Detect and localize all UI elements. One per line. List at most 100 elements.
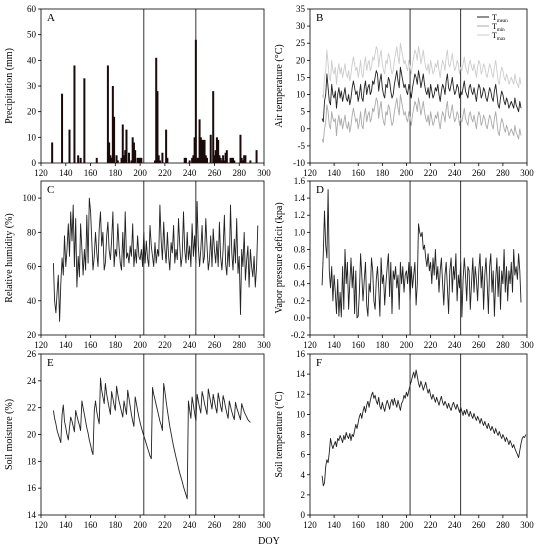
panel-letter: C (47, 184, 54, 196)
x-tick-label: 240 (183, 168, 197, 178)
precip-bar (116, 160, 119, 163)
precip-bar (240, 157, 243, 163)
x-tick-label: 200 (400, 340, 414, 350)
x-tick-label: 300 (257, 340, 271, 350)
x-tick-label: 200 (133, 520, 147, 530)
precip-bar (218, 155, 221, 163)
precip-bar (225, 150, 228, 163)
precip-bar (165, 129, 168, 163)
y-tick-label: 0.4 (294, 279, 306, 289)
precip-bar (198, 119, 201, 163)
y-tick-label: 4 (301, 470, 306, 480)
y-tick-label: 14 (296, 369, 306, 379)
x-tick-label: 280 (232, 168, 246, 178)
y-tick-label: 20 (27, 330, 37, 340)
precip-bar (196, 157, 199, 163)
precip-bar (188, 160, 191, 163)
x-tick-label: 140 (327, 520, 341, 530)
y-tick-label: 1.2 (294, 210, 305, 220)
precip-bar (212, 91, 215, 163)
precip-bar (249, 160, 252, 163)
y-tick-label: 1.4 (294, 193, 306, 203)
y-tick-label: 30 (296, 21, 306, 31)
x-tick-label: 260 (472, 168, 486, 178)
panel-letter: E (47, 357, 54, 369)
x-tick-label: 240 (448, 340, 462, 350)
precip-bar (232, 157, 235, 163)
precip-bar (158, 160, 161, 163)
precip-bar (255, 150, 258, 163)
panel-D: 120 140 160 180 200 220 240 260 280 300 -0.2 0.0 0.2… (274, 176, 534, 350)
y-tick-label: 35 (296, 4, 306, 14)
x-tick-label: 180 (109, 340, 123, 350)
precip-bar (202, 139, 205, 163)
y-tick-label: 40 (27, 296, 37, 306)
x-tick-label: 120 (303, 340, 317, 350)
precip-bar (233, 160, 236, 163)
y-tick-label: 16 (296, 349, 306, 359)
x-tick-label: 200 (133, 340, 147, 350)
y-tick-label: 5 (301, 107, 306, 117)
precip-bar (213, 155, 216, 163)
precip-bar (215, 137, 218, 163)
y-tick-label: 14 (27, 510, 37, 520)
plot-frame (40, 353, 265, 516)
precip-bar (230, 157, 233, 163)
y-tick-label: -5 (298, 141, 306, 151)
precip-bar (184, 157, 187, 163)
x-tick-label: 180 (109, 168, 123, 178)
y-tick-label: 20 (296, 55, 306, 65)
x-tick-label: 220 (424, 340, 438, 350)
x-tick-label: 300 (257, 520, 271, 530)
precip-bar (206, 157, 209, 163)
y-tick-label: 0.8 (294, 244, 306, 254)
legend-label: Tmin (492, 22, 505, 33)
x-tick-label: 220 (158, 168, 172, 178)
precip-bar (140, 157, 143, 163)
precip-bar (110, 157, 113, 163)
y-tick-label: 0.0 (294, 313, 306, 323)
x-tick-label: 140 (59, 340, 73, 350)
x-tick-label: 280 (232, 520, 246, 530)
precip-bar (136, 157, 139, 163)
precip-bar (204, 155, 207, 163)
y-tick-label: 26 (27, 349, 37, 359)
precip-bar (203, 139, 206, 163)
x-tick-label: 160 (351, 168, 365, 178)
precip-bar (201, 139, 204, 163)
precip-bar (183, 157, 186, 163)
legend-label: Tmean (492, 13, 508, 24)
x-tick-label: 240 (183, 520, 197, 530)
precip-bar (166, 157, 169, 163)
plot-frame (40, 180, 265, 336)
y-tick-label: 40 (27, 55, 37, 65)
precip-bar (223, 160, 226, 163)
x-tick-label: 300 (520, 168, 534, 178)
precip-bar (217, 139, 220, 163)
precip-bar (109, 155, 112, 163)
precip-bar (156, 91, 159, 163)
precip-bar (243, 155, 246, 163)
series-line (321, 94, 522, 143)
x-tick-label: 220 (424, 168, 438, 178)
x-tick-label: 200 (400, 520, 414, 530)
x-tick-label: 240 (448, 520, 462, 530)
x-tick-label: 280 (496, 520, 510, 530)
precip-bar (77, 155, 80, 163)
legend-label: Tmax (492, 31, 506, 42)
precip-bar (219, 157, 222, 163)
x-tick-label: 280 (232, 340, 246, 350)
precip-bar (127, 152, 130, 163)
x-tick-label: 280 (496, 340, 510, 350)
precip-bar (68, 129, 71, 163)
y-tick-label: 25 (296, 38, 306, 48)
y-tick-label: 0 (301, 124, 306, 134)
x-tick-label: 180 (109, 520, 123, 530)
y-tick-label: 2 (301, 490, 306, 500)
precip-bar (139, 157, 142, 163)
y-tick-label: 100 (23, 193, 37, 203)
y-axis-label: Soil moisture (%) (4, 399, 15, 470)
x-tick-label: 120 (303, 520, 317, 530)
precip-bar (130, 160, 133, 163)
x-tick-label: 140 (59, 168, 73, 178)
